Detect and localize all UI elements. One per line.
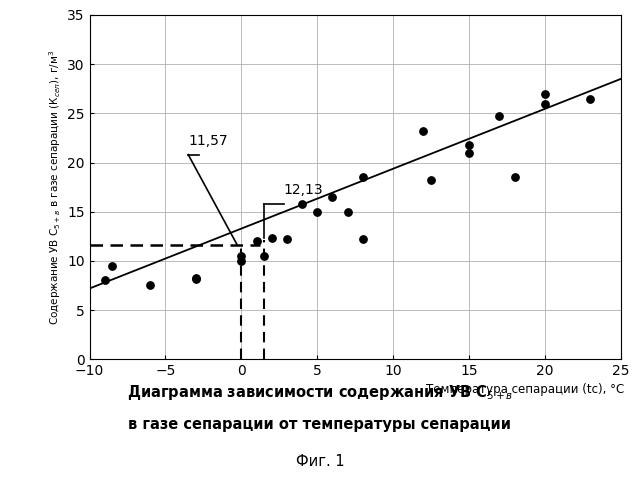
Text: в газе сепарации от температуры сепарации: в газе сепарации от температуры сепараци… bbox=[129, 417, 511, 432]
Point bbox=[586, 95, 596, 103]
Point bbox=[282, 235, 292, 243]
Point bbox=[464, 149, 474, 157]
Point bbox=[236, 252, 246, 260]
Y-axis label: Содержание УВ C$_{5+в}$ в газе сепарации (К$_{сеп}$), г/м$^3$: Содержание УВ C$_{5+в}$ в газе сепарации… bbox=[47, 49, 63, 325]
Point bbox=[540, 90, 550, 98]
Point bbox=[191, 273, 201, 281]
Text: Фиг. 1: Фиг. 1 bbox=[296, 454, 344, 469]
Point bbox=[358, 173, 368, 181]
Point bbox=[108, 262, 118, 270]
Point bbox=[327, 193, 337, 201]
Point bbox=[540, 99, 550, 107]
Point bbox=[191, 274, 201, 282]
Point bbox=[419, 127, 429, 135]
Point bbox=[509, 173, 520, 181]
Point bbox=[342, 208, 353, 216]
Point bbox=[494, 112, 504, 120]
Point bbox=[145, 281, 156, 289]
Point bbox=[267, 235, 277, 243]
Point bbox=[312, 208, 323, 216]
Point bbox=[259, 252, 269, 260]
X-axis label: Температура сепарации (tс), °C: Температура сепарации (tс), °C bbox=[426, 383, 624, 396]
Point bbox=[297, 200, 307, 208]
Point bbox=[236, 257, 246, 265]
Point bbox=[464, 141, 474, 149]
Text: Диаграмма зависимости содержания УВ C$_{5+в}$: Диаграмма зависимости содержания УВ C$_{… bbox=[127, 383, 513, 402]
Point bbox=[358, 235, 368, 243]
Text: 12,13: 12,13 bbox=[284, 183, 323, 197]
Point bbox=[426, 176, 436, 184]
Point bbox=[252, 237, 262, 245]
Point bbox=[100, 275, 110, 283]
Text: 11,57: 11,57 bbox=[188, 134, 228, 148]
